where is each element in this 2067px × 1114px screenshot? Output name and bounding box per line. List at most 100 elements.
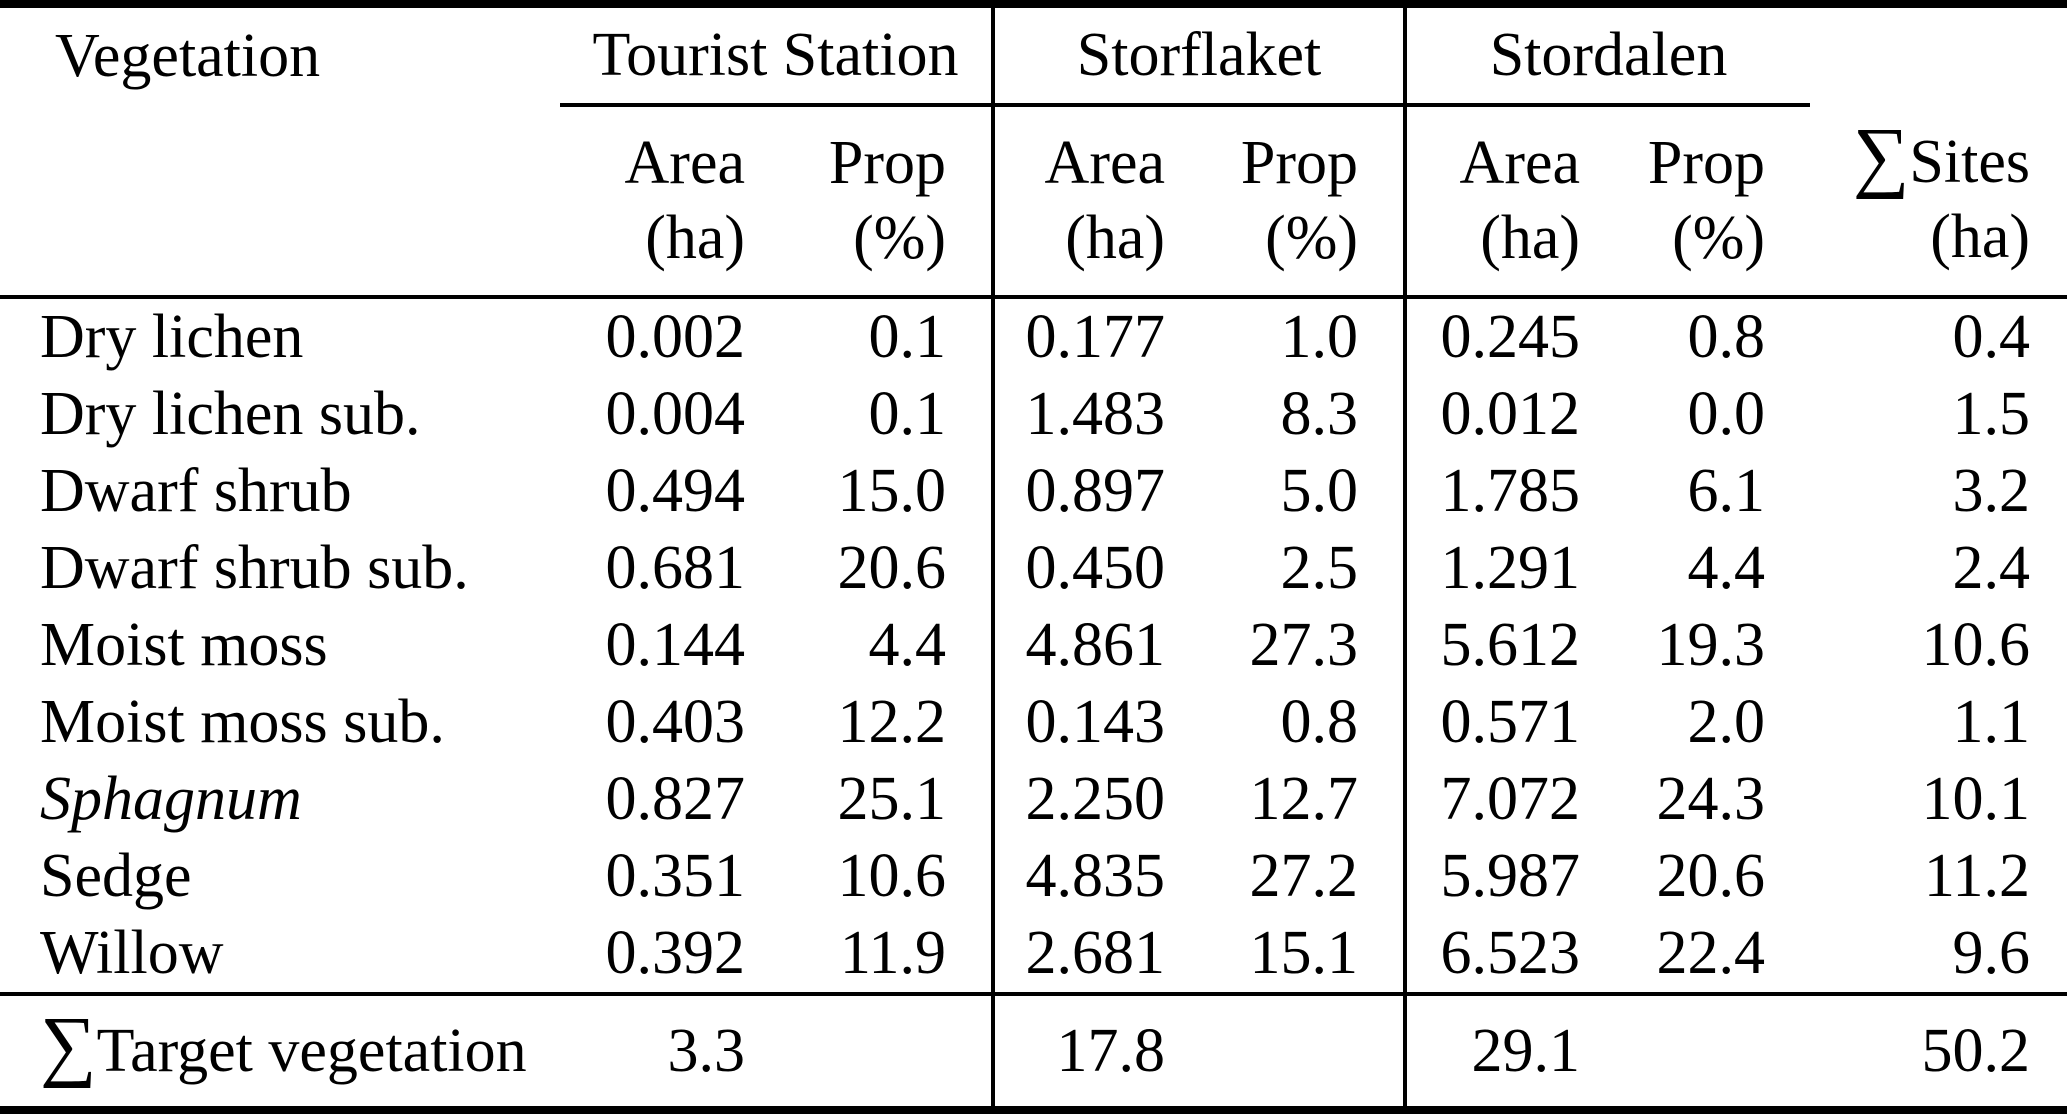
table-row: Sphagnum 0.827 25.1 2.250 12.7 7.072 24.… [0,761,2067,838]
cell-area-sd: 6.523 [1403,915,1626,994]
area-unit-label: (ha) [645,204,745,272]
cell-area-sf: 0.897 [991,453,1211,530]
cell-area-ts: 0.403 [605,688,746,756]
cell-area-sd: 1.785 [1403,453,1626,530]
footer-row: ∑Target vegetation 3.3 17.8 29.1 50.2 [0,992,2067,1110]
cell-area-ts: 0.827 [605,765,746,833]
row-label: Willow [40,919,224,987]
prop-label: Prop [1240,129,1359,197]
cell-sum-sites: 1.5 [1952,380,2031,448]
cell-prop-sf: 27.2 [1249,842,1359,910]
row-label: Moist moss sub. [40,688,445,756]
footer-spacer [1625,992,1811,1110]
prop-unit-label: (%) [1265,204,1359,272]
table-row: Dry lichen sub. 0.004 0.1 1.483 8.3 0.0 1… [0,376,2067,453]
cell-sum-sites: 9.6 [1952,919,2031,987]
row-label: Dwarf shrub sub. [40,534,469,602]
cell-area-sd: 0.245 [1403,297,1626,376]
cell-prop-ts: 25.1 [837,765,947,833]
cell-prop-sd: 0.8 [1687,303,1766,371]
table-row: Dwarf shrub 0.494 15.0 0.897 5.0 1.785 6… [0,453,2067,530]
subheader-prop-tourist-station: Prop (%) [790,105,994,299]
cell-area-sd: 7.072 [1403,761,1626,838]
cell-sum-sites: 10.6 [1921,611,2031,679]
subheader-prop-stordalen: Prop (%) [1625,105,1811,299]
cell-area-ts: 0.392 [605,919,746,987]
cell-sum-sites: 2.4 [1952,534,2031,602]
cell-prop-sf: 27.3 [1249,611,1359,679]
cell-area-ts: 0.144 [605,611,746,679]
footer-spacer [1210,992,1406,1110]
cell-prop-ts: 10.6 [837,842,947,910]
cell-prop-sd: 0.0 [1687,380,1766,448]
cell-area-sd: 5.987 [1403,838,1626,915]
prop-unit-label: (%) [853,204,947,272]
footer-total-sites: 50.2 [1810,992,2067,1110]
row-label: Dry lichen sub. [40,380,421,448]
cell-prop-ts: 0.1 [868,380,947,448]
cell-prop-sf: 12.7 [1249,765,1359,833]
sum-sites-unit-label: (ha) [1930,203,2031,271]
table-row: Willow 0.392 11.9 2.681 15.1 6.523 22.4 … [0,915,2067,994]
cell-prop-sd: 6.1 [1687,457,1766,525]
cell-prop-ts: 15.0 [837,457,947,525]
footer-total-tourist-station: 3.3 [560,992,790,1110]
area-unit-label: (ha) [1065,204,1166,272]
table-row: Moist moss sub. 0.403 12.2 0.143 0.8 0.5… [0,684,2067,761]
cell-area-ts: 0.351 [605,842,746,910]
area-label: Area [624,129,745,197]
cell-area-sf: 0.177 [991,297,1211,376]
cell-prop-sd: 22.4 [1656,919,1766,987]
cell-area-sf: 4.835 [991,838,1211,915]
cell-area-sf: 2.250 [991,761,1211,838]
row-label: Dwarf shrub [40,457,352,525]
cell-prop-ts: 4.4 [868,611,947,679]
table-row: Dry lichen 0.002 0.1 0.177 1.0 0.245 0.8… [0,297,2067,376]
cell-area-sd: 5.612 [1403,607,1626,684]
site-header-tourist-station: Tourist Station [560,4,994,107]
sum-sites-label: ∑Sites [1852,112,2031,200]
prop-label: Prop [1647,129,1766,197]
subheader-area-stordalen: Area (ha) [1403,105,1626,299]
row-label: Sphagnum [40,765,302,833]
cell-area-sf: 4.861 [991,607,1211,684]
cell-prop-sd: 24.3 [1656,765,1766,833]
area-unit-label: (ha) [1480,204,1581,272]
cell-area-sd: 1.291 [1403,530,1626,607]
cell-area-sf: 0.143 [991,684,1211,761]
row-label: Moist moss [40,611,328,679]
footer-label: ∑Target vegetation [0,992,560,1110]
cell-prop-sf: 15.1 [1249,919,1359,987]
cell-area-sd: 0.571 [1403,684,1626,761]
sum-symbol: ∑ [1852,112,1910,200]
cell-prop-sf: 2.5 [1280,534,1359,602]
header-spacer [1810,4,2067,105]
sum-symbol: ∑ [40,1000,97,1089]
cell-area-ts: 0.494 [605,457,746,525]
cell-area-sf: 1.483 [991,376,1211,453]
header-units-row: Area (ha) Prop (%) Area (ha) Prop (%) Ar… [0,105,2067,299]
table-row: Dwarf shrub sub. 0.681 20.6 0.450 2.5 1.… [0,530,2067,607]
subheader-sum-sites: ∑Sites (ha) [1810,105,2067,299]
cell-area-ts: 0.681 [605,534,746,602]
cell-prop-sd: 19.3 [1656,611,1766,679]
cell-prop-ts: 20.6 [837,534,947,602]
prop-unit-label: (%) [1672,204,1766,272]
cell-prop-sd: 20.6 [1656,842,1766,910]
cell-area-ts: 0.004 [605,380,746,448]
cell-prop-ts: 0.1 [868,303,947,371]
table-row: Moist moss 0.144 4.4 4.861 27.3 5.612 19… [0,607,2067,684]
cell-sum-sites: 10.1 [1921,765,2031,833]
row-label: Sedge [40,842,192,910]
cell-area-sf: 0.450 [991,530,1211,607]
area-label: Area [1044,129,1166,197]
subheader-area-storflaket: Area (ha) [991,105,1211,299]
cell-prop-sd: 4.4 [1687,534,1766,602]
header-sites-row: Vegetation Tourist Station Storflaket St… [0,4,2067,107]
cell-prop-sf: 8.3 [1280,380,1359,448]
cell-prop-sf: 1.0 [1280,303,1359,371]
area-label: Area [1459,129,1581,197]
cell-prop-ts: 11.9 [839,919,947,987]
